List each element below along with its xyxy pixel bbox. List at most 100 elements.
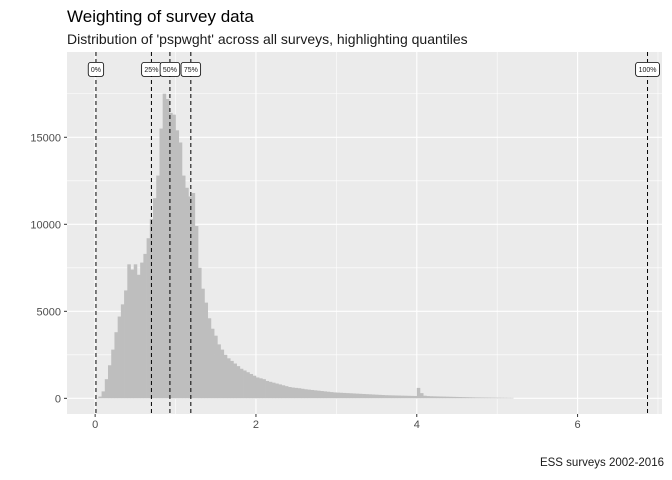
histogram-bar	[481, 397, 485, 399]
histogram-bar	[317, 390, 321, 399]
histogram-bar	[98, 396, 102, 399]
histogram-bar	[349, 393, 353, 399]
histogram-bar	[365, 394, 369, 399]
histogram-bar	[378, 394, 382, 399]
histogram-bar	[500, 397, 504, 399]
histogram-bar	[477, 397, 482, 399]
quantile-label-box	[87, 62, 105, 77]
histogram-bar	[175, 130, 180, 399]
histogram-bar	[130, 269, 135, 399]
histogram-bar	[490, 397, 495, 399]
histogram-bar	[252, 375, 257, 399]
histogram-bar	[352, 393, 356, 399]
histogram-bar	[339, 392, 344, 399]
histogram-bar	[194, 226, 199, 399]
histogram-bar	[384, 395, 389, 399]
histogram-bar	[506, 397, 511, 399]
histogram-bar	[117, 316, 122, 399]
histogram-bar	[423, 395, 427, 399]
quantile-lines	[95, 52, 649, 414]
histogram-bar	[381, 395, 385, 399]
x-tick-label: 0	[92, 419, 98, 431]
histogram-bar	[304, 389, 308, 399]
histogram-bar	[159, 128, 163, 399]
histogram-bar	[458, 397, 463, 399]
y-tick-label: 15000	[30, 132, 61, 144]
histogram-bar	[368, 394, 373, 399]
histogram-bar	[249, 373, 254, 399]
histogram-bar	[114, 332, 118, 399]
histogram-bar	[474, 397, 479, 399]
histogram-bar	[410, 395, 414, 399]
histogram-bar	[400, 395, 405, 399]
histogram-bar	[198, 267, 202, 399]
histogram-bar	[407, 395, 411, 399]
histogram-bar	[294, 387, 299, 399]
histogram-bars	[95, 93, 514, 399]
x-tick-label: 6	[575, 419, 581, 431]
histogram-bar	[471, 397, 475, 399]
histogram-bar	[207, 318, 212, 399]
histogram-bar	[136, 274, 141, 399]
histogram-bar	[227, 358, 231, 399]
chart-title: Weighting of survey data	[67, 7, 254, 26]
histogram-bar	[146, 238, 151, 399]
histogram-bar	[484, 397, 488, 399]
histogram-bar	[445, 396, 450, 399]
histogram-bar	[201, 288, 205, 399]
histogram-bar	[461, 397, 466, 399]
histogram-bar	[255, 377, 260, 399]
histogram-bar	[497, 397, 501, 399]
histogram-bar	[230, 360, 234, 399]
histogram-bar	[426, 396, 430, 399]
histogram-bar	[243, 370, 247, 399]
histogram-bar	[487, 397, 492, 399]
y-tick-label: 5000	[37, 306, 61, 318]
y-axis: 0 5000 10000 15000	[30, 132, 67, 405]
histogram-bar	[127, 264, 131, 399]
quantile-labels: 0% 25% 50% 75% 100%	[87, 62, 660, 77]
histogram-bar	[342, 392, 347, 399]
histogram-bar	[336, 392, 340, 399]
histogram-bar	[291, 387, 295, 399]
histogram-bar	[307, 389, 311, 399]
histogram-bar	[429, 396, 434, 399]
histogram-bar	[442, 396, 447, 399]
histogram-bar	[281, 385, 286, 399]
histogram-bar	[468, 397, 472, 399]
histogram-bar	[503, 397, 508, 399]
histogram-bar	[391, 395, 395, 399]
y-tick-label: 0	[55, 393, 61, 405]
histogram-bar	[210, 328, 215, 399]
histogram-bar	[104, 379, 109, 399]
histogram-bar	[323, 391, 328, 399]
quantile-label-box	[635, 62, 660, 77]
histogram-bar	[162, 93, 167, 399]
histogram-bar	[149, 219, 154, 399]
histogram-bar	[432, 396, 437, 399]
histogram-bar	[355, 393, 360, 399]
histogram-bar	[297, 388, 302, 399]
y-tick-label: 10000	[30, 219, 61, 231]
histogram-bar	[284, 386, 289, 399]
histogram-bar	[220, 349, 225, 399]
histogram-bar	[362, 393, 366, 399]
histogram-bar	[185, 187, 189, 399]
histogram-bar	[413, 395, 418, 399]
histogram-bar	[181, 175, 186, 399]
histogram-bar	[124, 290, 128, 399]
histogram-bar	[188, 196, 192, 399]
histogram-bar	[333, 392, 337, 399]
histogram-bar	[233, 363, 237, 399]
histogram-bar	[448, 396, 453, 399]
histogram-bar	[329, 392, 334, 399]
histogram-bar	[169, 112, 173, 399]
x-axis: 0 2 4 6	[92, 414, 581, 431]
quantile-label: 25%	[144, 67, 158, 74]
histogram-bar	[371, 394, 376, 399]
histogram-bar	[217, 344, 221, 399]
quantile-label-box	[159, 62, 181, 77]
histogram-bar	[403, 395, 408, 399]
histogram-bar	[346, 393, 350, 399]
